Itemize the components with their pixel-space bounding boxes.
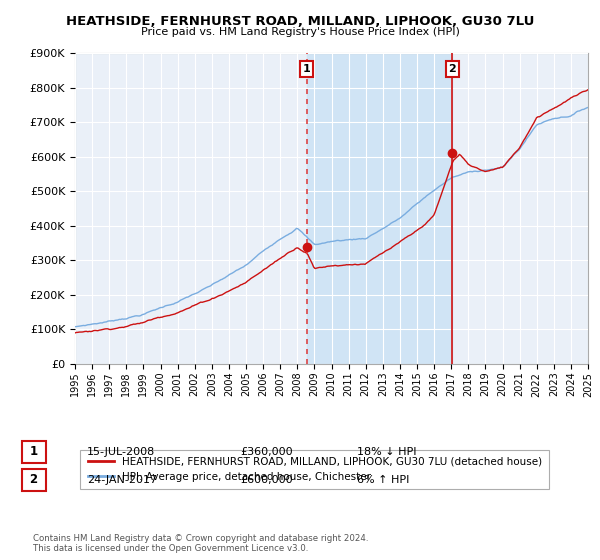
Text: HEATHSIDE, FERNHURST ROAD, MILLAND, LIPHOOK, GU30 7LU: HEATHSIDE, FERNHURST ROAD, MILLAND, LIPH…: [66, 15, 534, 28]
Text: £360,000: £360,000: [240, 447, 293, 457]
Text: 2: 2: [449, 64, 456, 74]
Text: £600,000: £600,000: [240, 475, 293, 485]
Text: 15-JUL-2008: 15-JUL-2008: [87, 447, 155, 457]
Text: 2: 2: [29, 473, 38, 487]
Text: Price paid vs. HM Land Registry's House Price Index (HPI): Price paid vs. HM Land Registry's House …: [140, 27, 460, 37]
Text: 1: 1: [302, 64, 310, 74]
Bar: [307, 53, 452, 364]
Text: Contains HM Land Registry data © Crown copyright and database right 2024.
This d: Contains HM Land Registry data © Crown c…: [33, 534, 368, 553]
Text: 24-JAN-2017: 24-JAN-2017: [87, 475, 157, 485]
Text: 6% ↑ HPI: 6% ↑ HPI: [357, 475, 409, 485]
Text: 1: 1: [29, 445, 38, 459]
Legend: HEATHSIDE, FERNHURST ROAD, MILLAND, LIPHOOK, GU30 7LU (detached house), HPI: Ave: HEATHSIDE, FERNHURST ROAD, MILLAND, LIPH…: [80, 450, 549, 489]
Text: 18% ↓ HPI: 18% ↓ HPI: [357, 447, 416, 457]
